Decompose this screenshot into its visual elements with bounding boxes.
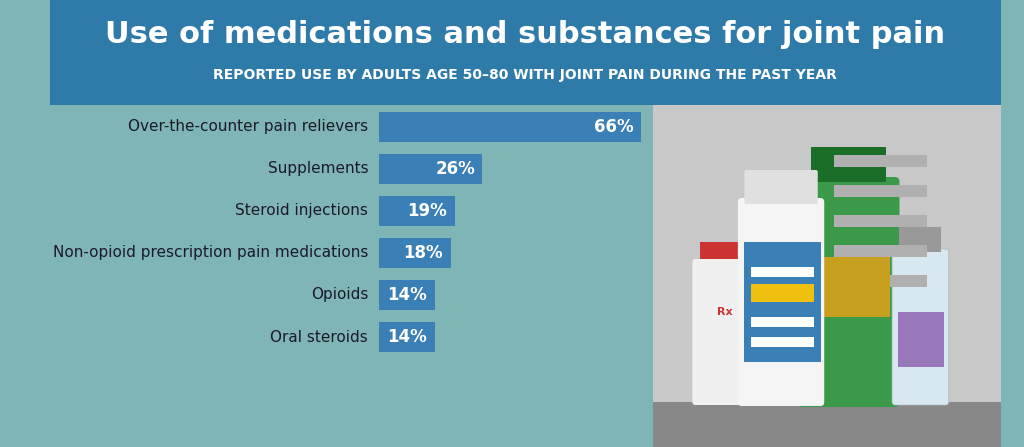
Text: 18%: 18% <box>403 244 443 262</box>
Text: 14%: 14% <box>388 328 427 346</box>
FancyBboxPatch shape <box>379 154 482 184</box>
Text: Supplements: Supplements <box>267 161 369 177</box>
FancyBboxPatch shape <box>692 259 759 405</box>
Text: 66%: 66% <box>594 118 634 136</box>
FancyBboxPatch shape <box>751 284 814 302</box>
Text: Oral steroids: Oral steroids <box>270 329 369 345</box>
FancyBboxPatch shape <box>835 215 928 227</box>
FancyBboxPatch shape <box>899 227 941 252</box>
FancyBboxPatch shape <box>835 245 928 257</box>
FancyBboxPatch shape <box>379 196 455 226</box>
Text: Over-the-counter pain relievers: Over-the-counter pain relievers <box>128 119 369 135</box>
Text: Use of medications and substances for joint pain: Use of medications and substances for jo… <box>105 21 945 50</box>
FancyBboxPatch shape <box>379 322 435 352</box>
FancyBboxPatch shape <box>379 112 641 142</box>
FancyBboxPatch shape <box>653 402 1000 447</box>
FancyBboxPatch shape <box>379 238 451 268</box>
FancyBboxPatch shape <box>835 275 928 287</box>
FancyBboxPatch shape <box>738 198 824 406</box>
Text: Opioids: Opioids <box>311 287 369 303</box>
Text: 26%: 26% <box>435 160 475 178</box>
FancyBboxPatch shape <box>653 105 1000 447</box>
Text: Non-opioid prescription pain medications: Non-opioid prescription pain medications <box>53 245 369 261</box>
FancyBboxPatch shape <box>49 0 1000 105</box>
FancyBboxPatch shape <box>811 147 886 182</box>
FancyBboxPatch shape <box>798 177 899 407</box>
FancyBboxPatch shape <box>892 249 948 405</box>
FancyBboxPatch shape <box>49 105 681 447</box>
FancyBboxPatch shape <box>751 267 814 277</box>
FancyBboxPatch shape <box>751 317 814 327</box>
Text: 14%: 14% <box>388 286 427 304</box>
Text: Rx: Rx <box>717 307 732 317</box>
FancyBboxPatch shape <box>751 337 814 347</box>
Text: 19%: 19% <box>408 202 447 220</box>
FancyBboxPatch shape <box>835 155 928 167</box>
FancyBboxPatch shape <box>379 280 435 310</box>
Text: REPORTED USE BY ADULTS AGE 50–80 WITH JOINT PAIN DURING THE PAST YEAR: REPORTED USE BY ADULTS AGE 50–80 WITH JO… <box>213 68 837 82</box>
FancyBboxPatch shape <box>744 170 818 204</box>
FancyBboxPatch shape <box>898 312 944 367</box>
FancyBboxPatch shape <box>744 242 820 362</box>
FancyBboxPatch shape <box>807 257 890 317</box>
Circle shape <box>579 17 1024 447</box>
FancyBboxPatch shape <box>835 185 928 197</box>
Text: Steroid injections: Steroid injections <box>236 203 369 219</box>
FancyBboxPatch shape <box>699 242 751 267</box>
